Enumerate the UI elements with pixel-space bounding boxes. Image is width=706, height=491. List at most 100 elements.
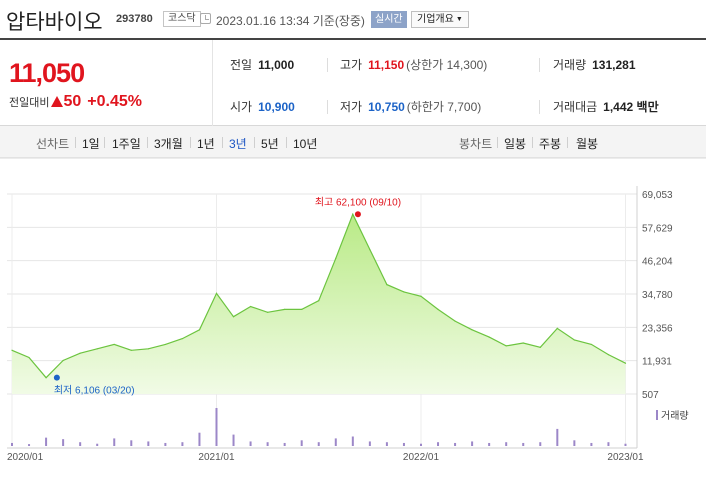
volume-legend-swatch <box>656 410 658 420</box>
price-point <box>539 346 541 348</box>
period-3y[interactable]: 3년 <box>229 137 247 151</box>
min-marker <box>53 374 60 381</box>
max-annotation: 최고 62,100 (09/10) <box>315 196 401 208</box>
volume-bar <box>402 442 405 446</box>
high-stat: 고가 11,150 (상한가 14,300) <box>340 56 487 73</box>
price-point <box>437 308 439 311</box>
realtime-badge: 실시간 <box>371 11 407 28</box>
y-tick-label: 34,780 <box>642 290 673 301</box>
period-1y[interactable]: 1년 <box>197 137 215 151</box>
divider <box>222 137 223 148</box>
divider <box>327 100 328 114</box>
volume-bar <box>249 441 252 446</box>
price-point <box>301 308 303 311</box>
lower-limit: (하한가 7,700) <box>406 100 482 114</box>
volume-bar <box>590 442 593 446</box>
price-point <box>624 362 627 364</box>
price-point <box>522 342 524 344</box>
price-point <box>28 356 30 359</box>
market-badge: 코스닥 <box>163 11 201 27</box>
price-point <box>267 311 269 313</box>
period-1w[interactable]: 1주일 <box>112 137 141 151</box>
low-value: 10,750 <box>368 100 405 114</box>
period-10y[interactable]: 10년 <box>293 137 318 151</box>
price-point <box>369 248 371 251</box>
price-point <box>352 213 354 215</box>
price-point <box>96 348 98 350</box>
amount-label: 거래대금 <box>553 100 598 114</box>
change-percent: +0.45% <box>87 93 142 110</box>
price-point <box>164 343 166 346</box>
price-point <box>11 349 13 351</box>
volume-bar <box>79 442 82 446</box>
price-point <box>113 343 115 346</box>
stock-header: 압타바이오 293780 코스닥 2023.01.16 13:34 기준(장중)… <box>0 0 706 38</box>
volume-bar <box>130 440 133 446</box>
divider <box>190 137 191 148</box>
volume-bar <box>385 442 388 446</box>
volume-bar <box>607 442 610 446</box>
volume-bar <box>266 442 269 446</box>
volume-bar <box>539 442 542 446</box>
min-annotation: 최저 6,106 (03/20) <box>54 385 135 397</box>
y-tick-label: 11,931 <box>642 357 672 368</box>
x-tick-label: 2022/01 <box>403 452 440 463</box>
volume-bar <box>164 442 167 446</box>
price-point <box>249 305 252 308</box>
volume-bar <box>437 442 440 446</box>
y-tick-label: 69,053 <box>642 190 673 201</box>
y-tick-label: 57,629 <box>642 223 673 234</box>
volume-bar <box>198 432 201 446</box>
volume-bar <box>181 442 184 446</box>
price-point <box>403 291 405 293</box>
x-tick-label: 2020/01 <box>7 452 44 463</box>
candle-weekly[interactable]: 주봉 <box>539 137 562 151</box>
divider <box>254 137 255 148</box>
price-point <box>420 295 422 297</box>
open-value: 10,900 <box>258 100 295 114</box>
volume-bar <box>488 442 491 446</box>
volume-legend: 거래량 <box>661 410 689 422</box>
current-price: 11,050 <box>9 58 85 88</box>
divider <box>104 137 105 148</box>
clock-icon <box>200 13 211 24</box>
price-point <box>556 327 558 329</box>
period-5y[interactable]: 5년 <box>261 137 279 151</box>
price-point <box>215 292 218 294</box>
low-label: 저가 <box>340 100 363 114</box>
divider <box>539 58 540 72</box>
candle-monthly[interactable]: 월봉 <box>576 137 599 151</box>
volume-bar <box>113 438 116 446</box>
change-value: 50 <box>63 93 82 110</box>
period-1d[interactable]: 1일 <box>82 137 100 151</box>
up-triangle-icon <box>51 96 64 107</box>
price-chart: 507 11,931 23,356 34,780 46,204 57,629 69,053 2… <box>0 158 706 463</box>
candle-daily[interactable]: 일봉 <box>504 137 527 151</box>
amount-value: 1,442 <box>603 100 634 114</box>
volume-label: 거래량 <box>553 58 587 72</box>
x-tick-label: 2023/01 <box>607 452 644 463</box>
price-point <box>318 300 320 302</box>
volume-bar <box>300 440 303 446</box>
volume-stat: 거래량 131,281 <box>553 56 636 73</box>
period-3m[interactable]: 3개월 <box>154 137 183 151</box>
volume-bar <box>419 443 422 446</box>
price-point <box>505 345 507 347</box>
period-bar: 선차트 1일 1주일 3개월 1년 3년 5년 10년 봉차트 일봉 주봉 월봉 <box>0 126 706 158</box>
volume-bar <box>454 442 457 446</box>
price-point <box>79 352 81 354</box>
volume-bar <box>556 428 559 446</box>
divider <box>539 100 540 114</box>
divider <box>286 137 287 148</box>
divider <box>532 137 533 148</box>
change-row: 전일대비 50 +0.45% <box>9 93 142 111</box>
volume-bar <box>11 442 13 446</box>
price-point <box>607 354 610 356</box>
volume-bar <box>471 441 474 446</box>
divider <box>327 58 328 72</box>
price-point <box>573 339 575 341</box>
company-overview-button[interactable]: 기업개요 ▼ <box>411 11 469 28</box>
stock-name: 압타바이오 <box>6 11 103 34</box>
divider <box>497 137 498 148</box>
price-point <box>471 329 473 331</box>
